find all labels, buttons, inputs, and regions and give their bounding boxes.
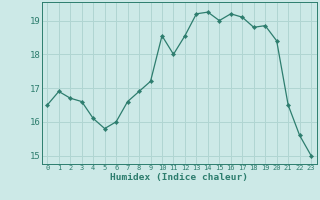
X-axis label: Humidex (Indice chaleur): Humidex (Indice chaleur) [110, 173, 248, 182]
